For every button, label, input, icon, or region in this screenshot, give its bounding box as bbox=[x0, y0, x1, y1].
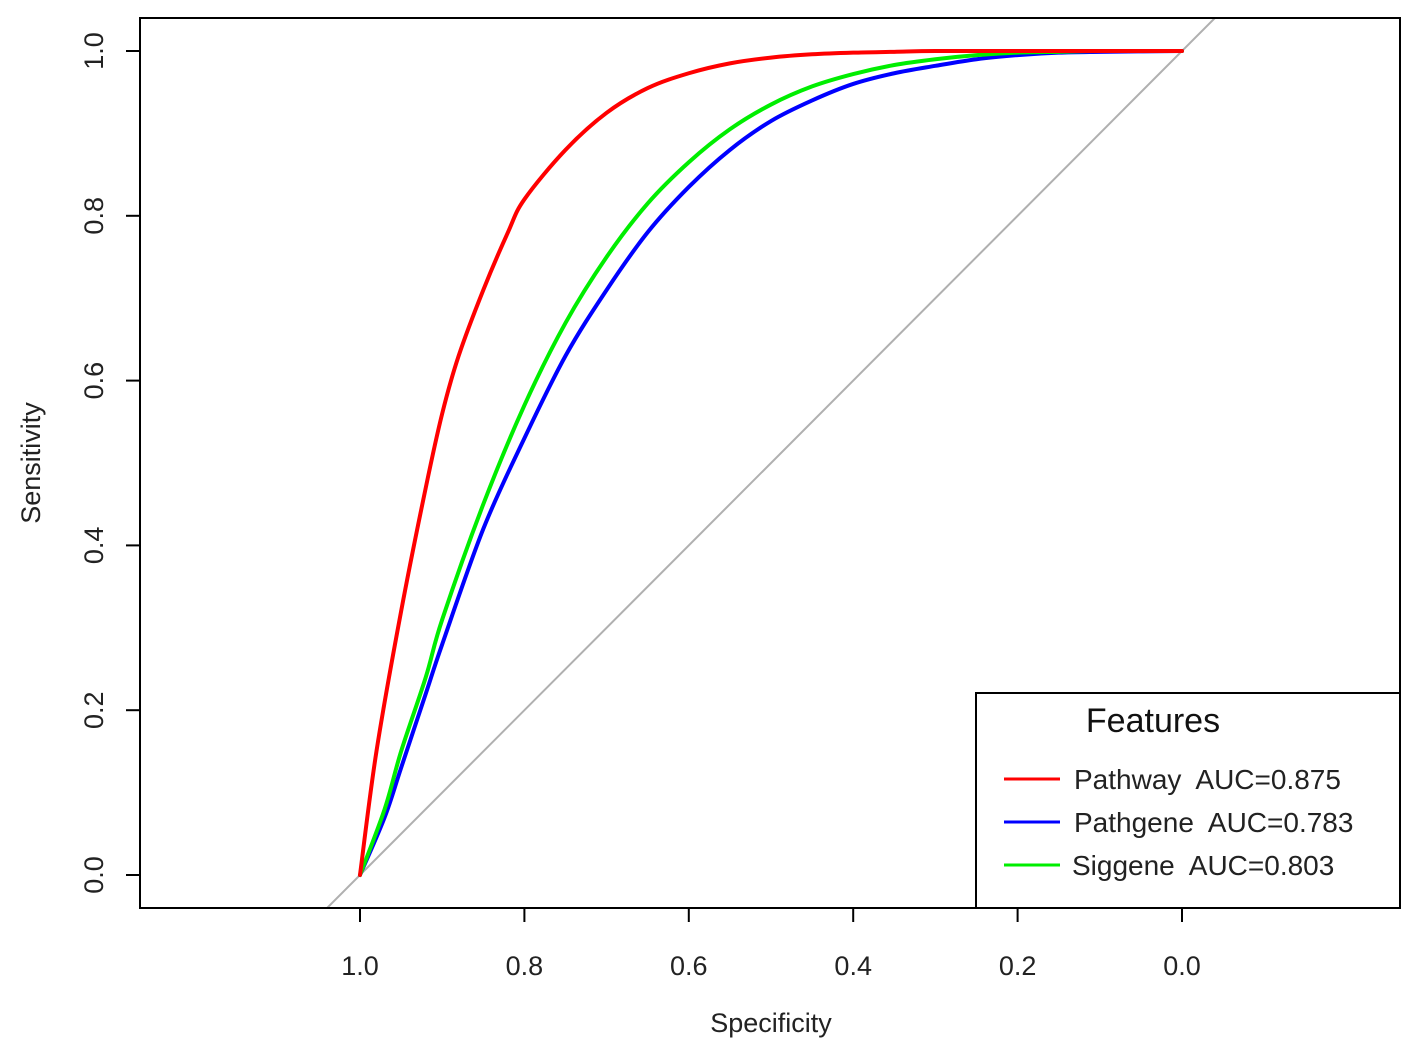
x-tick-label: 0.8 bbox=[506, 951, 544, 981]
x-tick-label: 1.0 bbox=[341, 951, 379, 981]
y-tick-label: 0.4 bbox=[79, 527, 109, 565]
y-axis: 0.0 0.2 0.4 0.6 0.8 1.0 bbox=[79, 32, 141, 894]
series-layer bbox=[358, 48, 1184, 877]
y-axis-label: Sensitivity bbox=[16, 402, 46, 524]
y-tick-label: 0.2 bbox=[79, 691, 109, 729]
y-tick-label: 0.6 bbox=[79, 362, 109, 400]
legend: Features Pathway AUC=0.875 Pathgene AUC=0… bbox=[975, 692, 1401, 909]
series-line-3 bbox=[358, 48, 1184, 877]
y-tick-label: 1.0 bbox=[79, 32, 109, 70]
legend-label-3: Siggene AUC=0.803 bbox=[1072, 850, 1334, 881]
x-tick-label: 0.6 bbox=[670, 951, 708, 981]
legend-label-2: Pathgene AUC=0.783 bbox=[1074, 807, 1353, 838]
legend-box bbox=[975, 692, 1401, 909]
x-tick-label: 0.4 bbox=[834, 951, 872, 981]
y-tick-label: 0.0 bbox=[79, 856, 109, 894]
x-tick-label: 0.2 bbox=[999, 951, 1037, 981]
x-axis-label: Specificity bbox=[710, 1008, 832, 1038]
legend-title: Features bbox=[1086, 702, 1220, 740]
y-tick-label: 0.8 bbox=[79, 197, 109, 235]
x-axis: 1.0 0.8 0.6 0.4 0.2 0.0 bbox=[341, 907, 1201, 981]
legend-label-1: Pathway AUC=0.875 bbox=[1074, 764, 1341, 795]
diagonal-reference-line bbox=[326, 18, 1216, 908]
x-tick-label: 0.0 bbox=[1163, 951, 1201, 981]
series-line-1 bbox=[358, 48, 1184, 877]
legend-items: Pathway AUC=0.875 Pathgene AUC=0.783 Sigge… bbox=[1004, 764, 1353, 881]
series-line-2 bbox=[358, 49, 1184, 877]
